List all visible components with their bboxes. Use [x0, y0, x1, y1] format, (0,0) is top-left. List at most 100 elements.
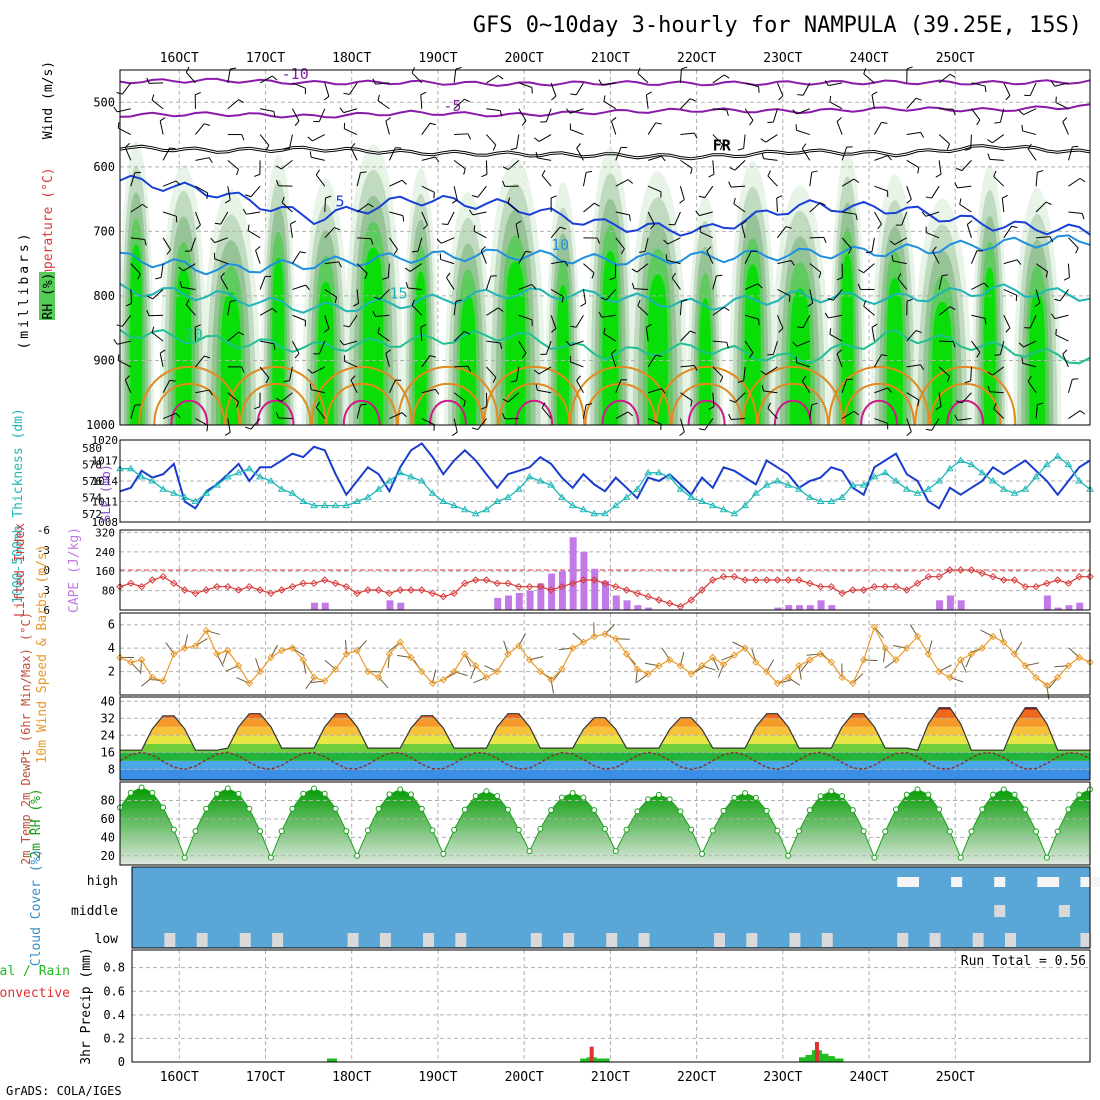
- temp-band: [120, 743, 1090, 753]
- wind-barb-flag: [343, 92, 350, 96]
- wind-speed-point: [827, 658, 836, 666]
- wind-barb: [1062, 353, 1069, 368]
- wind-barb: [938, 392, 942, 407]
- wind-tick: 6: [108, 618, 115, 632]
- wind-barb: [961, 392, 972, 404]
- warm-contour: [342, 399, 381, 426]
- li-point: [730, 572, 739, 581]
- wind-barb-flag: [339, 339, 345, 346]
- wind-barb-flag: [467, 365, 472, 372]
- wind-barb: [993, 176, 1005, 187]
- wind-barb: [874, 418, 888, 424]
- cape-bar: [311, 602, 318, 610]
- wind-barb-flag: [434, 156, 440, 163]
- warm-contour: [515, 399, 554, 426]
- thickness-point: [816, 497, 825, 504]
- rh-point: [1000, 786, 1007, 793]
- wind-barb: [679, 301, 682, 316]
- wind-barb-flag: [935, 173, 942, 178]
- wind-barb-flag: [533, 369, 540, 375]
- precip-total-bar: [824, 1056, 835, 1062]
- wind-barb-flag: [255, 246, 261, 251]
- wind-speed-point: [870, 623, 879, 631]
- rh-point: [267, 854, 274, 861]
- panel-frame: [131, 866, 1091, 949]
- wind-barb-flag: [1011, 225, 1018, 229]
- wind-speed-point: [407, 653, 415, 662]
- li-point: [838, 589, 846, 598]
- wind-barb-flag: [637, 67, 641, 74]
- li-point: [924, 572, 933, 581]
- wind-barb-flag: [792, 341, 798, 347]
- wind-barb-flag: [661, 388, 666, 394]
- rh-ylabel-text: 2m RH (%): [29, 788, 44, 858]
- wind-barb-flag: [1050, 81, 1056, 87]
- wind-barb-flag: [984, 318, 987, 325]
- wind-barb: [610, 121, 617, 135]
- wind-barb-flag: [627, 179, 634, 184]
- li-point: [590, 576, 598, 584]
- wind-barb: [603, 333, 617, 342]
- li-point: [1064, 579, 1073, 588]
- wind-speed-point: [515, 642, 523, 650]
- wind-speed-point: [741, 644, 749, 652]
- wind-barb: [486, 366, 497, 378]
- rh-point: [192, 828, 199, 835]
- precip-total-bar: [326, 1058, 337, 1062]
- wind-barb-flag: [565, 340, 571, 346]
- wind-speed-point: [568, 644, 577, 652]
- rh-shade: [886, 277, 903, 425]
- wind-barb: [679, 186, 685, 200]
- wind-barb: [516, 134, 520, 149]
- precip-ylabel: 3hr Precip (mm): [79, 947, 94, 1064]
- wind-barb: [731, 185, 746, 188]
- wind-barb-flag: [276, 397, 282, 402]
- wind-barb-flag: [801, 375, 807, 382]
- wind-speed-point: [859, 656, 868, 664]
- wind-barb: [389, 412, 403, 419]
- wind-barb-flag: [993, 403, 997, 410]
- wind-ylabel-text: 10m Wind Speed & Barbs (m/s): [35, 544, 50, 763]
- cape-tick: 160: [95, 565, 115, 578]
- wind-barb-flag: [208, 389, 213, 396]
- wind-barb: [190, 237, 196, 252]
- li-point: [482, 576, 491, 584]
- wind-barb-flag: [708, 406, 715, 410]
- wind-speed-point: [364, 667, 372, 676]
- wind-barb-flag: [858, 269, 864, 274]
- wind-barb-flag: [343, 325, 350, 328]
- wind-barb-flag: [169, 147, 176, 150]
- li-point: [655, 596, 663, 604]
- thickness-point: [277, 485, 286, 492]
- wind-barb-flag: [994, 121, 1001, 124]
- wind-barb-flag: [1005, 327, 1011, 333]
- wind-barb: [582, 172, 587, 187]
- wind-barb: [516, 366, 520, 381]
- wind-barb: [379, 289, 390, 300]
- li-line: [119, 569, 1090, 608]
- wind-barb: [162, 412, 177, 420]
- wind-barb-flag: [1075, 247, 1079, 254]
- isotherm-line: [119, 328, 1091, 365]
- wind-barb-flag: [502, 398, 509, 403]
- wind-barb-flag: [749, 352, 754, 358]
- warm-contour: [860, 399, 899, 426]
- precip-legend-conv: Convective: [0, 986, 70, 1001]
- wind-speed-point: [655, 662, 663, 670]
- wind-barb: [292, 340, 300, 354]
- cape-bar: [828, 605, 836, 610]
- wind-barb-flag: [728, 413, 732, 420]
- wind-barb: [1003, 259, 1018, 265]
- slp-right-tick: 1008: [92, 516, 119, 529]
- li-point: [1075, 572, 1083, 581]
- warm-contour: [773, 399, 812, 426]
- wind-barb: [763, 158, 778, 161]
- li-point: [946, 566, 954, 574]
- thickness-point: [374, 485, 383, 492]
- wind-barb-flag: [1034, 302, 1041, 307]
- rh-point: [203, 805, 210, 812]
- thickness-point: [471, 509, 480, 517]
- wind-barb-flag: [767, 402, 771, 409]
- rh-shade: [460, 295, 477, 425]
- wind-barb-flag: [294, 353, 300, 359]
